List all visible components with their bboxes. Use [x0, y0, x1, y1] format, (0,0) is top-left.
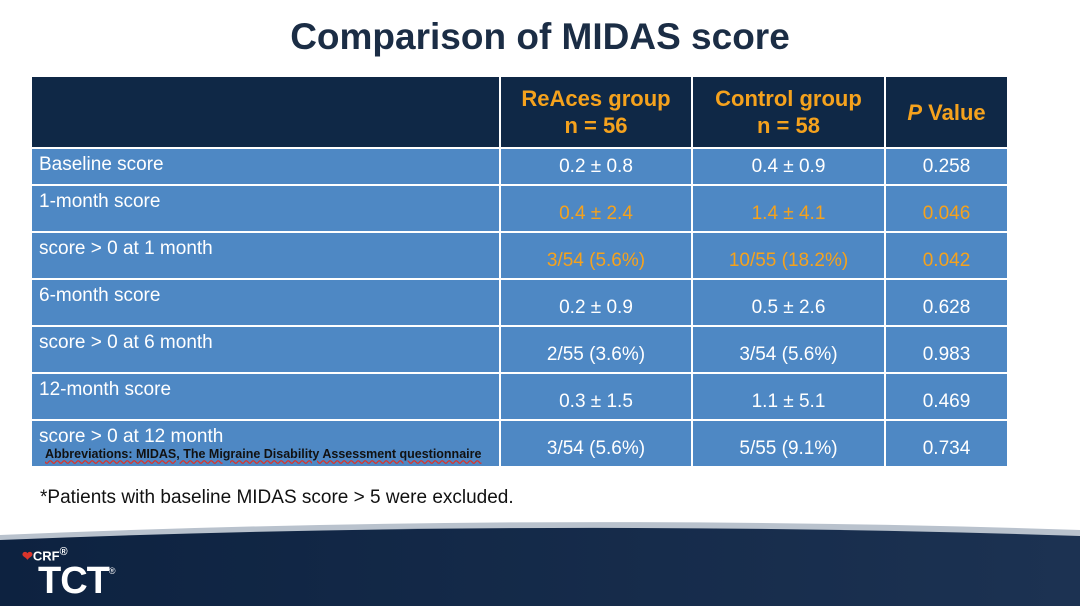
control-value: 1.1 ± 5.1	[691, 372, 886, 421]
table-row: Baseline score 0.2 ± 0.8 0.4 ± 0.9 0.258	[30, 147, 1009, 186]
header-reaces-line1: ReAces group	[521, 86, 671, 111]
row-label: score > 0 at 12 month	[30, 419, 501, 468]
table-row: score > 0 at 12 month 3/54 (5.6%) 5/55 (…	[30, 419, 1009, 468]
control-value: 3/54 (5.6%)	[691, 325, 886, 374]
control-value: 0.5 ± 2.6	[691, 278, 886, 327]
table-row: score > 0 at 1 month 3/54 (5.6%) 10/55 (…	[30, 231, 1009, 280]
table-row: 6-month score 0.2 ± 0.9 0.5 ± 2.6 0.628	[30, 278, 1009, 327]
p-value: 0.983	[884, 325, 1009, 374]
row-label: score > 0 at 6 month	[30, 325, 501, 374]
row-label: Baseline score	[30, 147, 501, 186]
header-pvalue-p: P	[907, 99, 923, 125]
heart-icon: ❤	[22, 548, 33, 564]
reaces-value: 3/54 (5.6%)	[499, 419, 693, 468]
tct-registered-mark: ®	[108, 566, 116, 576]
row-label: 1-month score	[30, 184, 501, 233]
header-row: ReAces group n = 56 Control group n = 58…	[30, 75, 1009, 149]
header-control-line2: n = 58	[757, 113, 820, 138]
reaces-value: 2/55 (3.6%)	[499, 325, 693, 374]
page-title: Comparison of MIDAS score	[290, 16, 790, 57]
reaces-value: 0.2 ± 0.9	[499, 278, 693, 327]
header-empty	[30, 75, 501, 149]
tct-logo-text: TCT	[38, 560, 110, 602]
table-row: 12-month score 0.3 ± 1.5 1.1 ± 5.1 0.469	[30, 372, 1009, 421]
row-label: 6-month score	[30, 278, 501, 327]
header-pvalue: P Value	[884, 75, 1009, 149]
table-row: score > 0 at 6 month 2/55 (3.6%) 3/54 (5…	[30, 325, 1009, 374]
p-value: 0.469	[884, 372, 1009, 421]
reaces-value: 0.4 ± 2.4	[499, 184, 693, 233]
control-value: 1.4 ± 4.1	[691, 184, 886, 233]
reaces-value: 0.2 ± 0.8	[499, 147, 693, 186]
header-control-line1: Control group	[715, 86, 862, 111]
p-value: 0.258	[884, 147, 1009, 186]
header-reaces-line2: n = 56	[564, 113, 628, 138]
exclusion-footnote: *Patients with baseline MIDAS score > 5 …	[40, 487, 514, 508]
control-value: 5/55 (9.1%)	[691, 419, 886, 468]
crf-logo: ❤CRF®	[22, 546, 68, 564]
midas-table: ReAces group n = 56 Control group n = 58…	[30, 75, 1009, 468]
crf-logo-text: CRF	[32, 548, 60, 564]
p-value: 0.734	[884, 419, 1009, 468]
header-reaces: ReAces group n = 56	[499, 75, 693, 149]
table-row: 1-month score 0.4 ± 2.4 1.4 ± 4.1 0.046	[30, 184, 1009, 233]
control-value: 0.4 ± 0.9	[691, 147, 886, 186]
abbreviations-note: Abbreviations: MIDAS, The Migraine Disab…	[45, 447, 482, 461]
crf-registered-mark: ®	[59, 546, 68, 558]
p-value: 0.046	[884, 184, 1009, 233]
tct-logo: TCT®	[38, 560, 115, 603]
row-label: score > 0 at 1 month	[30, 231, 501, 280]
p-value: 0.042	[884, 231, 1009, 280]
header-pvalue-rest: Value	[922, 99, 986, 125]
control-value: 10/55 (18.2%)	[691, 231, 886, 280]
header-control: Control group n = 58	[691, 75, 886, 149]
reaces-value: 3/54 (5.6%)	[499, 231, 693, 280]
p-value: 0.628	[884, 278, 1009, 327]
reaces-value: 0.3 ± 1.5	[499, 372, 693, 421]
row-label: 12-month score	[30, 372, 501, 421]
